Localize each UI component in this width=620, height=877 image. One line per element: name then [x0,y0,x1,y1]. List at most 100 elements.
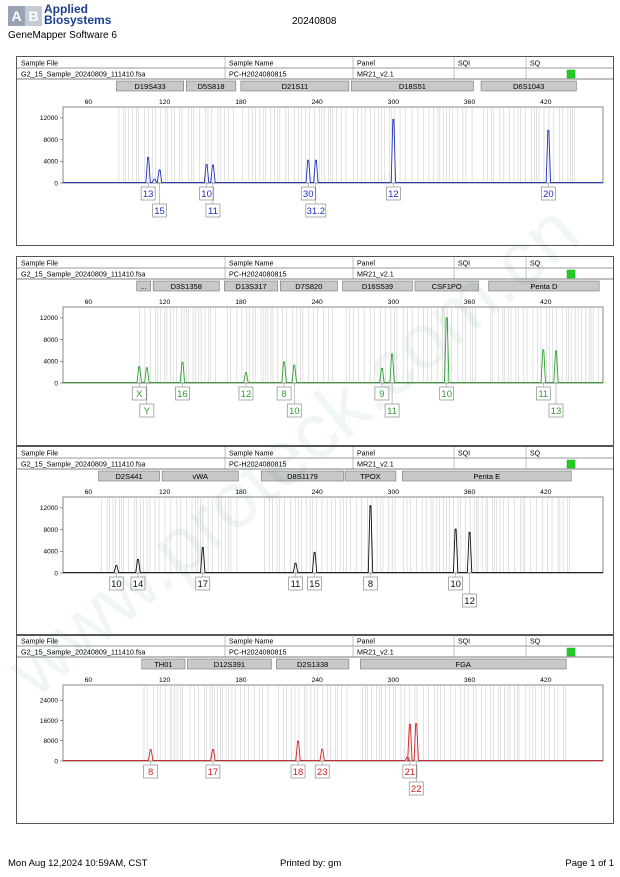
marker-vwa[interactable]: vWA [161,470,239,482]
marker-d8s1179[interactable]: D8S1179 [260,470,345,482]
allele-call-8[interactable]: 8 [363,573,378,591]
allele-call-22[interactable]: 22 [408,761,424,796]
marker-d6s1043[interactable]: D6S1043 [480,80,577,92]
col-sample-file: Sample File [21,451,58,458]
marker-tpox[interactable]: TPOX [344,470,397,482]
allele-label: 9 [379,389,384,400]
allele-call-y[interactable]: Y [139,383,155,418]
col-panel: Panel [357,261,375,268]
allele-label: 11 [387,406,397,417]
marker-box [488,280,600,292]
allele-label: 12 [241,389,252,400]
marker-th01[interactable]: TH01 [141,658,186,670]
marker-penta-e[interactable]: Penta E [401,470,572,482]
marker-label: D6S1043 [513,82,544,91]
allele-call-21[interactable]: 21 [402,761,418,779]
y-tick-label: 4000 [44,359,59,366]
marker-penta-d[interactable]: Penta D [488,280,600,292]
marker-d3s1358[interactable]: D3S1358 [152,280,220,292]
allele-box [286,403,302,418]
sq-status-indicator [566,459,576,469]
allele-label: 10 [289,406,300,417]
allele-call-12[interactable]: 12 [462,573,477,608]
marker-csf1po[interactable]: CSF1PO [414,280,479,292]
marker-d16s539[interactable]: D16S539 [342,280,413,292]
allele-call-12[interactable]: 12 [386,183,401,201]
marker-label: D19S433 [134,82,165,91]
allele-call-16[interactable]: 16 [175,383,190,401]
marker-d12s391[interactable]: D12S391 [187,658,272,670]
marker-d19s433[interactable]: D19S433 [116,80,185,92]
x-tick-label: 180 [235,677,247,684]
marker-box [136,280,151,292]
allele-call-17[interactable]: 17 [205,761,221,779]
allele-call-18[interactable]: 18 [290,761,306,779]
marker--[interactable]: ... [136,280,151,292]
panel-value: MR21_v2.1 [357,70,394,79]
marker-label: D2S1338 [297,660,328,669]
allele-call-10[interactable]: 10 [286,383,302,418]
allele-call-8[interactable]: 8 [276,383,292,401]
allele-box [386,186,401,201]
marker-box [276,658,350,670]
panel-value: MR21_v2.1 [357,270,394,279]
marker-d2s1338[interactable]: D2S1338 [276,658,350,670]
allele-call-13[interactable]: 13 [548,383,564,418]
allele-call-14[interactable]: 14 [130,573,146,591]
allele-call-11[interactable]: 11 [288,573,303,591]
marker-d5s818[interactable]: D5S818 [185,80,237,92]
allele-box [290,764,306,779]
panel-value: MR21_v2.1 [357,648,394,657]
marker-d13s317[interactable]: D13S317 [224,280,279,292]
marker-d18s51[interactable]: D18S51 [351,80,474,92]
allele-call-31-2[interactable]: 31.2 [305,183,327,218]
allele-box [363,576,378,591]
allele-call-11[interactable]: 11 [535,383,551,401]
marker-label: D8S1179 [287,472,318,481]
col-sq: SQ [530,61,541,68]
allele-call-11[interactable]: 11 [205,183,221,218]
allele-call-15[interactable]: 15 [307,573,322,591]
x-tick-label: 240 [311,99,323,106]
col-sample-file: Sample File [21,61,58,68]
marker-d21s11[interactable]: D21S11 [240,80,350,92]
y-tick-label: 12000 [40,315,58,322]
allele-call-10[interactable]: 10 [109,573,124,591]
allele-call-23[interactable]: 23 [314,761,330,779]
allele-box [374,386,390,401]
y-tick-label: 8000 [44,527,59,534]
sq-status-indicator [566,647,576,657]
marker-fga[interactable]: FGA [360,658,567,670]
marker-box [344,470,397,482]
allele-call-8[interactable]: 8 [143,761,158,779]
allele-label: Y [144,406,151,417]
allele-label: 17 [208,767,219,778]
allele-box [130,576,146,591]
x-tick-label: 120 [159,99,171,106]
allele-call-17[interactable]: 17 [195,573,211,591]
marker-box [401,470,572,482]
marker-d7s820[interactable]: D7S820 [279,280,338,292]
allele-label: 8 [281,389,286,400]
allele-call-9[interactable]: 9 [374,383,390,401]
marker-box [185,80,237,92]
marker-box [351,80,474,92]
allele-call-12[interactable]: 12 [238,383,254,401]
x-tick-label: 60 [85,99,93,106]
allele-call-10[interactable]: 10 [439,383,455,401]
col-sample-name: Sample Name [229,451,273,458]
allele-call-11[interactable]: 11 [384,383,400,418]
allele-call-x[interactable]: X [131,383,147,401]
marker-d2s441[interactable]: D2S441 [98,470,160,482]
allele-call-20[interactable]: 20 [541,183,556,201]
allele-call-13[interactable]: 13 [140,183,156,201]
allele-call-15[interactable]: 15 [152,183,167,218]
x-tick-label: 120 [159,489,171,496]
allele-call-10[interactable]: 10 [448,573,463,591]
sample-file-value: G2_15_Sample_20240809_111410.fsa [21,648,145,657]
allele-call-30[interactable]: 30 [300,183,316,201]
allele-box [238,386,254,401]
allele-call-10[interactable]: 10 [199,183,214,201]
y-tick-label: 16000 [40,718,58,725]
electropherogram-sheet-blue: Sample File Sample Name Panel SQI SQ G2_15_Sa… [16,56,614,246]
